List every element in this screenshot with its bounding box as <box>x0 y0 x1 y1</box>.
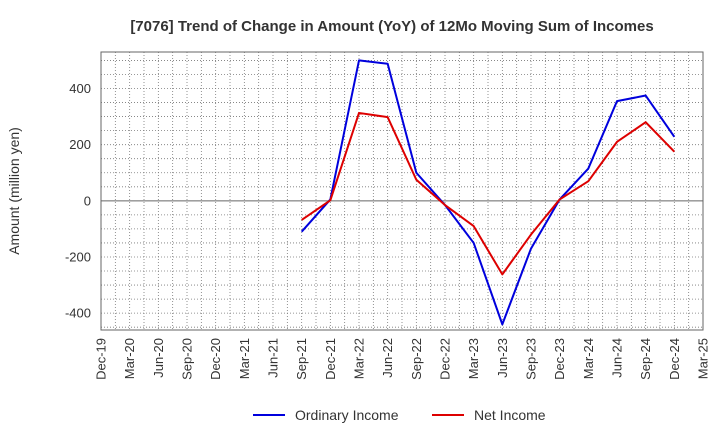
x-tick-label: Dec-23 <box>552 338 567 380</box>
x-tick-label: Jun-22 <box>380 338 395 378</box>
grid <box>101 52 703 330</box>
legend: Ordinary Income Net Income <box>253 407 546 423</box>
y-tick-label: -200 <box>65 249 91 264</box>
x-tick-label: Sep-23 <box>524 338 539 380</box>
x-tick-label: Dec-20 <box>208 338 223 380</box>
x-ticks: Dec-19 Mar-20 Jun-20 Sep-20 Dec-20 Mar-21 Jun-… <box>94 338 711 380</box>
x-tick-label: Mar-23 <box>466 338 481 379</box>
y-tick-label: 200 <box>69 137 91 152</box>
x-tick-label: Sep-20 <box>180 338 195 380</box>
x-tick-label: Sep-22 <box>409 338 424 380</box>
series-line-net-income <box>301 111 676 276</box>
x-tick-label: Jun-20 <box>151 338 166 378</box>
series-line-ordinary-income <box>300 59 676 326</box>
x-tick-label: Mar-21 <box>237 338 252 379</box>
chart-title: [7076] Trend of Change in Amount (YoY) o… <box>130 18 653 35</box>
y-tick-label: 400 <box>69 81 91 96</box>
y-tick-label: 0 <box>84 193 91 208</box>
y-ticks: -400 -200 0 200 400 <box>65 81 91 321</box>
x-tick-label: Mar-22 <box>352 338 367 379</box>
x-tick-label: Mar-20 <box>122 338 137 379</box>
legend-label: Net Income <box>474 407 546 423</box>
x-tick-label: Mar-25 <box>696 338 711 379</box>
x-tick-label: Jun-24 <box>610 338 625 378</box>
x-tick-label: Dec-24 <box>667 338 682 380</box>
y-axis-label: Amount (million yen) <box>6 127 22 255</box>
x-tick-label: Dec-19 <box>94 338 109 380</box>
series-lines <box>300 59 676 326</box>
x-tick-label: Dec-21 <box>323 338 338 380</box>
x-tick-label: Jun-23 <box>495 338 510 378</box>
legend-label: Ordinary Income <box>295 407 399 423</box>
y-tick-label: -400 <box>65 306 91 321</box>
x-tick-label: Mar-24 <box>581 338 596 379</box>
x-tick-label: Jun-21 <box>266 338 281 378</box>
x-tick-label: Dec-22 <box>438 338 453 380</box>
plot-frame <box>100 51 704 331</box>
x-tick-label: Sep-24 <box>638 338 653 380</box>
x-tick-label: Sep-21 <box>294 338 309 380</box>
